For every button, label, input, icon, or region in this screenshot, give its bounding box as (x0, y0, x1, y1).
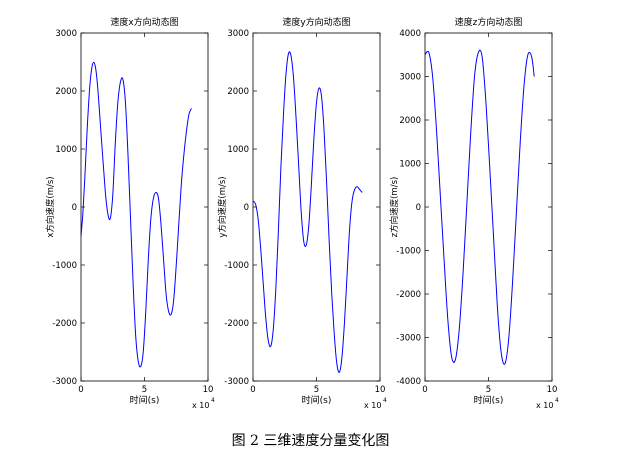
series-line (80, 61, 192, 368)
x-multiplier: x 10 (536, 401, 553, 410)
x-tick-label: 5 (142, 385, 147, 395)
x-tick-label: 0 (78, 385, 83, 395)
y-tick-label: 0 (72, 203, 77, 213)
chart-title: 速度z方向动态图 (455, 16, 523, 28)
y-tick-label: 2000 (399, 116, 421, 126)
x-tick-label: 5 (486, 385, 491, 395)
x-tick-label: 0 (250, 385, 255, 395)
series-line (424, 49, 535, 365)
chart-title: 速度y方向动态图 (282, 16, 350, 28)
x-tick-label: 5 (314, 385, 319, 395)
y-tick-label: -3000 (396, 334, 421, 344)
y-tick-label: -2000 (52, 319, 77, 329)
y-axis-label: y方向速度(m/s) (217, 176, 228, 237)
y-tick-label: 0 (416, 203, 421, 213)
y-tick-label: 3000 (55, 29, 77, 39)
y-tick-label: -3000 (224, 377, 249, 387)
axes-box (424, 32, 553, 382)
y-tick-label: 1000 (55, 145, 77, 155)
x-tick-label: 0 (422, 385, 427, 395)
y-tick-label: 3000 (227, 29, 249, 39)
axes-box (80, 32, 209, 382)
x-multiplier-exponent: 4 (383, 397, 387, 404)
x-multiplier: x 10 (364, 401, 381, 410)
series-line (252, 51, 363, 373)
y-tick-label: 1000 (227, 145, 249, 155)
y-tick-label: 2000 (227, 87, 249, 97)
y-tick-label: -1000 (52, 261, 77, 271)
y-tick-label: -1000 (224, 261, 249, 271)
x-multiplier: x 10 (192, 401, 209, 410)
y-axis-label: x方向速度(m/s) (45, 176, 56, 237)
x-tick-label: 10 (547, 385, 558, 395)
y-tick-label: -4000 (396, 377, 421, 387)
x-multiplier-exponent: 4 (211, 397, 215, 404)
y-axis-label: z方向速度(m/s) (389, 177, 400, 238)
y-tick-label: 2000 (55, 87, 77, 97)
y-tick-label: 0 (244, 203, 249, 213)
chart-title: 速度x方向动态图 (110, 16, 178, 28)
x-axis-label: 时间(s) (130, 394, 160, 406)
y-tick-label: -2000 (224, 319, 249, 329)
y-tick-label: -3000 (52, 377, 77, 387)
x-tick-label: 10 (375, 385, 386, 395)
figure-caption: 图 2 三维速度分量变化图 (231, 433, 390, 449)
x-multiplier-exponent: 4 (555, 397, 559, 404)
y-tick-label: 3000 (399, 73, 421, 83)
y-tick-label: -2000 (396, 290, 421, 300)
y-tick-label: -1000 (396, 247, 421, 257)
y-tick-label: 1000 (399, 160, 421, 170)
x-axis-label: 时间(s) (474, 394, 504, 406)
x-axis-label: 时间(s) (302, 394, 332, 406)
y-tick-label: 4000 (399, 29, 421, 39)
x-tick-label: 10 (203, 385, 214, 395)
axes-box (252, 32, 381, 382)
